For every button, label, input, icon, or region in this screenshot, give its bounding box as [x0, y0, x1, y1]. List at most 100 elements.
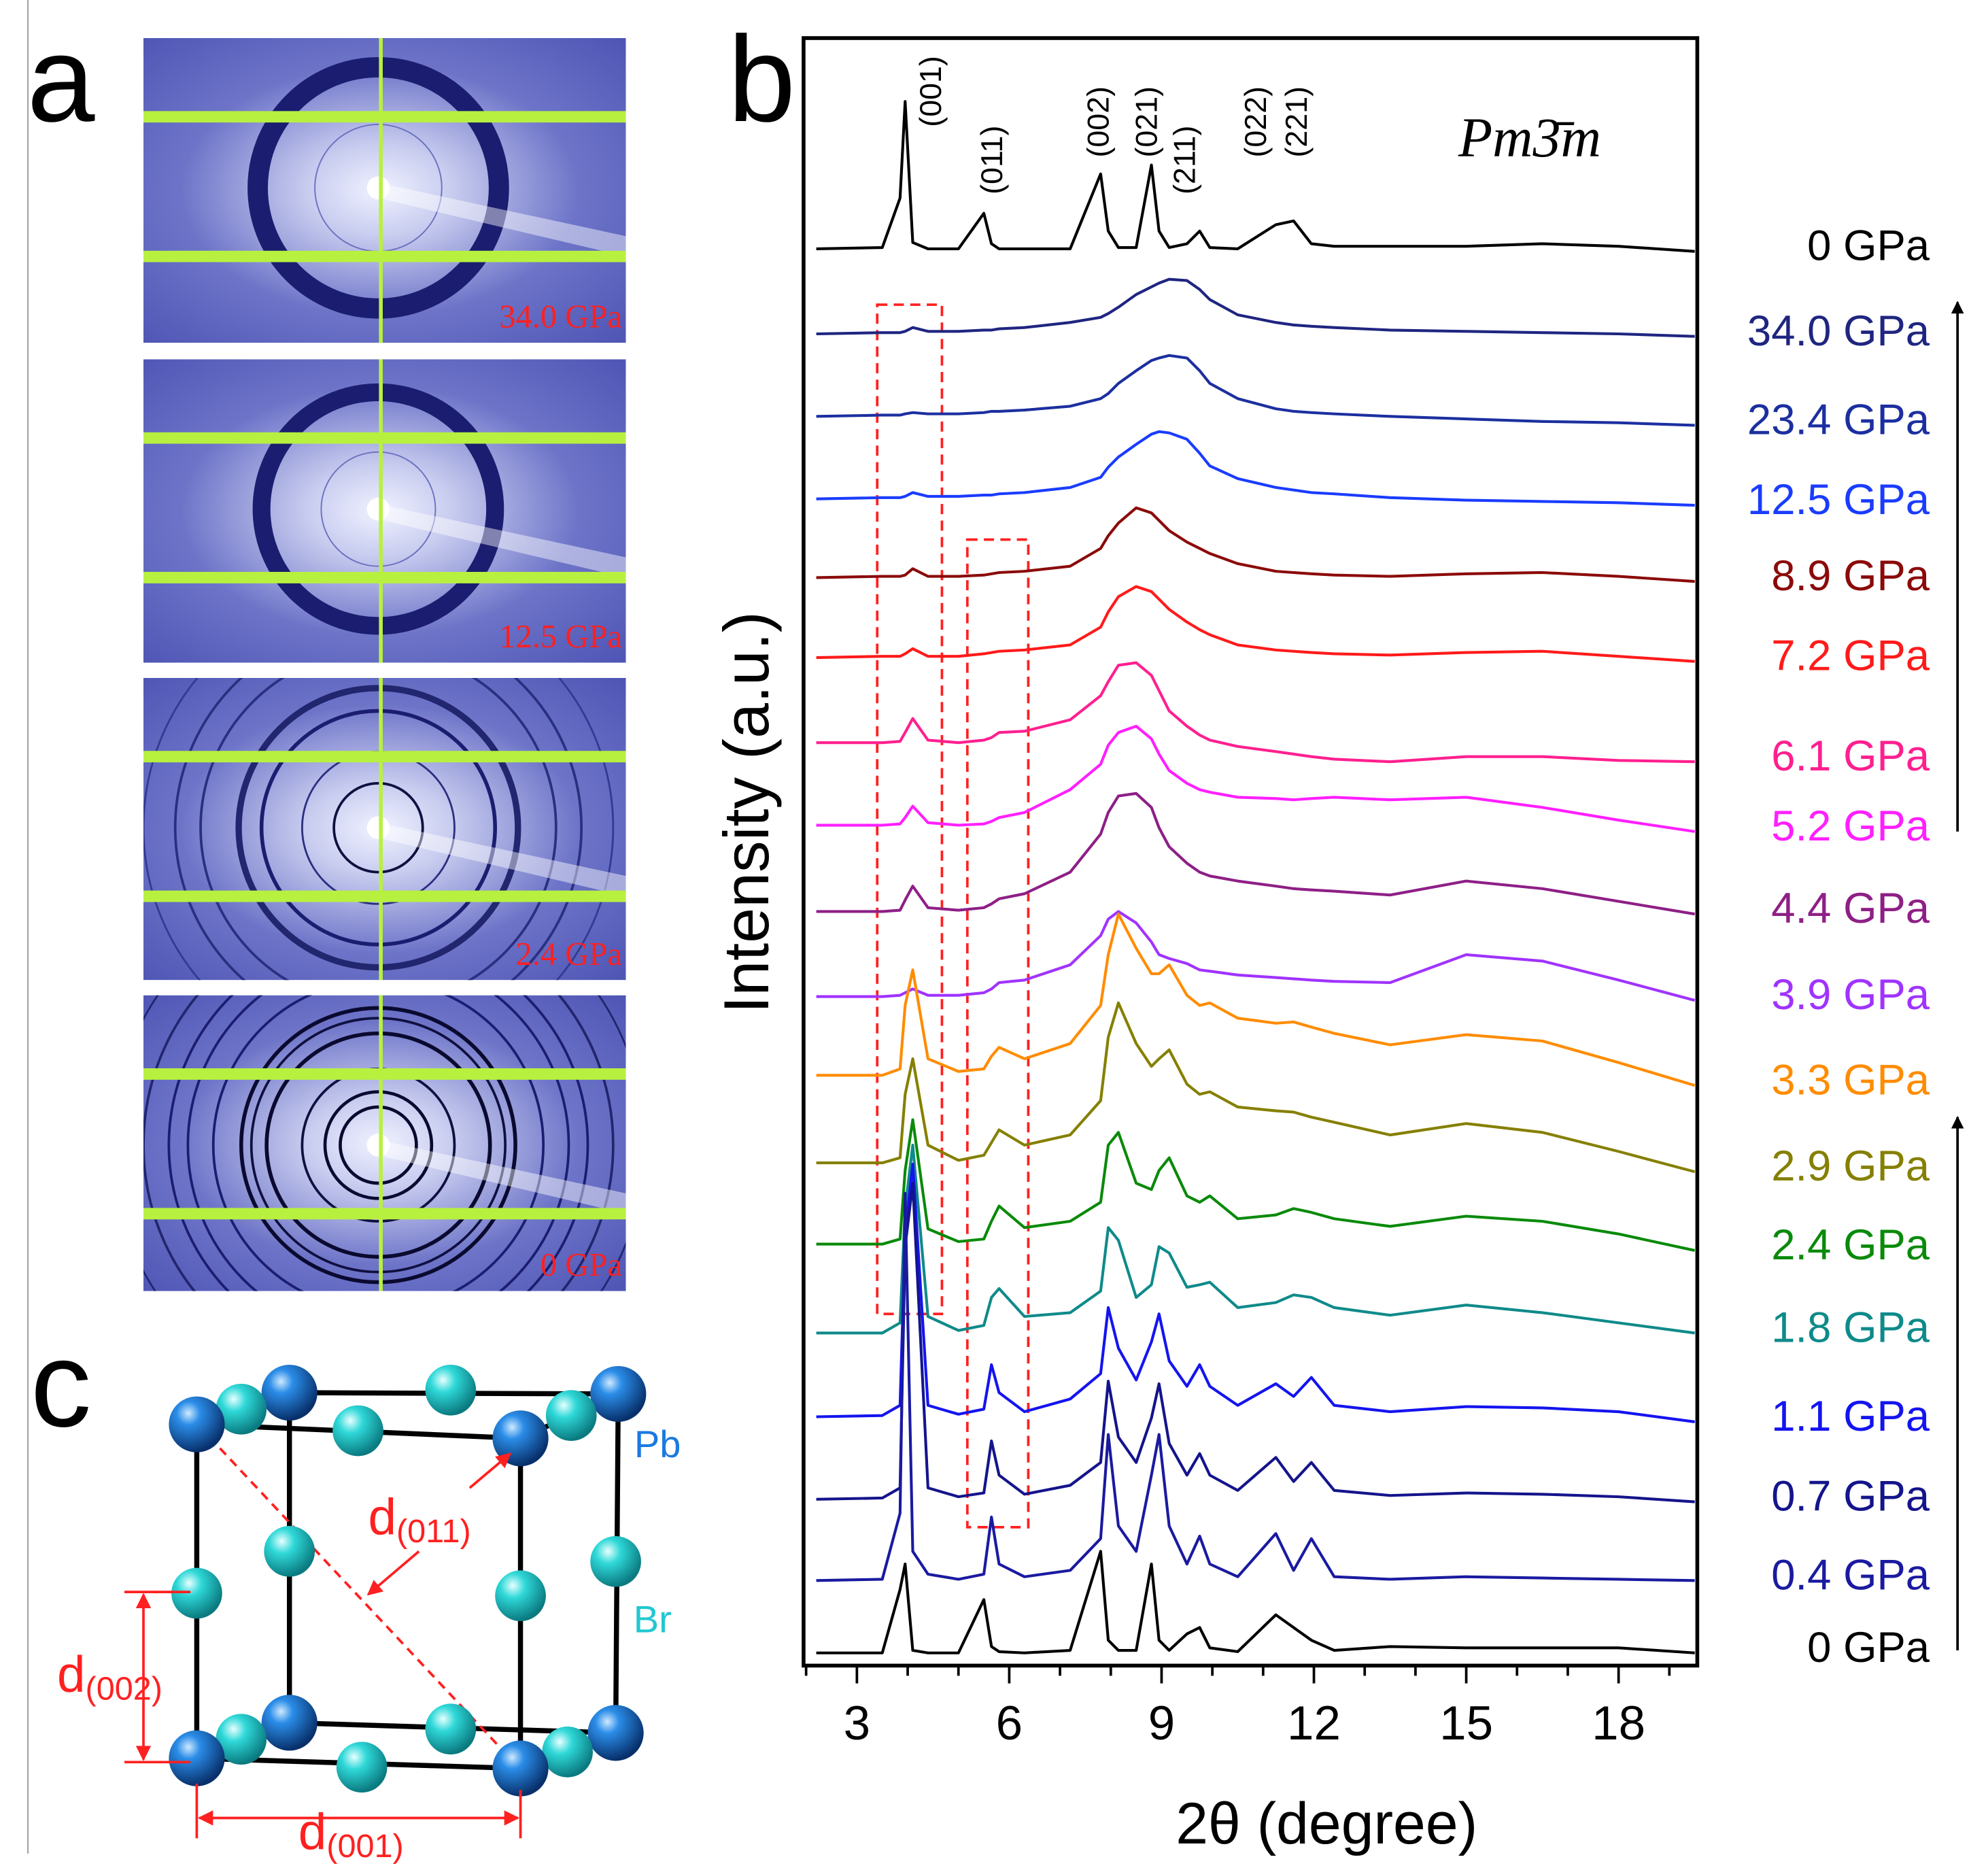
panel-b: b 3 6 9 12 15 18 2θ (degree) Intensity (a.u.) Pm3…: [710, 11, 1964, 1856]
pb-atom: [261, 1364, 318, 1421]
series-line: [816, 1143, 1695, 1335]
br-atom: [425, 1364, 477, 1416]
distance-index: (011): [396, 1513, 471, 1550]
diffraction-ring: [143, 995, 615, 1291]
series-label: 3.3 GPa: [1771, 1056, 1930, 1104]
br-atom: [590, 1535, 641, 1587]
br-atom: [332, 1405, 383, 1457]
diffraction-image: [143, 995, 626, 1291]
x-tick-label: 12: [1287, 1697, 1341, 1750]
series-line: [816, 910, 1696, 1002]
pb-atom: [169, 1396, 225, 1452]
peak-label: (221): [1280, 86, 1314, 158]
series-line: [816, 1181, 1695, 1503]
peak-label: (002): [1082, 86, 1116, 158]
br-atom: [545, 1390, 597, 1441]
series-line: [816, 1550, 1695, 1654]
peak-label: (011): [975, 126, 1009, 194]
x-tick-label: 15: [1439, 1697, 1493, 1750]
series-line: [816, 1191, 1695, 1582]
br-atom: [495, 1570, 546, 1622]
series-line: [816, 724, 1695, 833]
series-line: [816, 913, 1696, 1087]
diffraction-ring: [332, 782, 424, 874]
diffraction-ring: [143, 677, 615, 981]
series-line: [816, 1001, 1696, 1174]
series-label: 2.9 GPa: [1771, 1142, 1930, 1190]
distance-label: d(011): [368, 1488, 470, 1550]
chart-title: Pm3̄m: [1458, 107, 1601, 169]
distance-symbol: d: [298, 1803, 327, 1860]
series-label: 2.4 GPa: [1771, 1221, 1930, 1269]
series-label: 12.5 GPa: [1747, 476, 1930, 524]
y-axis-title: Intensity (a.u.): [710, 611, 782, 1013]
series-line: [816, 1162, 1695, 1424]
diffraction-ring: [173, 677, 583, 981]
distance-index: (002): [86, 1671, 162, 1707]
beam-stop: [378, 1140, 626, 1214]
dimension-arrow: [468, 1452, 512, 1489]
series-label: 5.2 GPa: [1771, 802, 1930, 850]
pb-atom: [492, 1740, 549, 1797]
diffraction-ring: [323, 1090, 434, 1200]
series-label: 3.9 GPa: [1771, 971, 1930, 1019]
series-label: 23.4 GPa: [1747, 396, 1930, 443]
highlight-box: [965, 538, 1030, 1529]
beam-stop: [378, 504, 626, 578]
peak-label: (022): [1239, 86, 1273, 158]
series-label: 0 GPa: [1807, 1624, 1930, 1671]
series-line: [816, 792, 1696, 916]
beam-center: [366, 1134, 390, 1157]
peak-label: (001): [914, 56, 948, 127]
highlight-box: [876, 303, 944, 1316]
distance-label: d(001): [298, 1803, 404, 1865]
peak-label: (211): [1168, 126, 1202, 194]
distance-label: d(002): [57, 1646, 162, 1707]
diffraction-ring: [247, 57, 509, 319]
distance-symbol: d: [57, 1646, 86, 1703]
pressure-label: 34.0 GPa: [499, 299, 622, 335]
series-label: 1.8 GPa: [1771, 1304, 1930, 1351]
series-line: [816, 430, 1695, 507]
beam-center: [366, 176, 390, 200]
br-atom: [542, 1727, 593, 1778]
series-line: [816, 585, 1695, 663]
panel-letter: a: [27, 11, 95, 147]
beam-center: [366, 816, 390, 840]
panel-letter: b: [727, 11, 795, 147]
diffraction-ring: [320, 451, 436, 567]
series-label: 1.1 GPa: [1771, 1393, 1930, 1440]
diffraction-ring: [186, 995, 570, 1291]
series-line: [816, 100, 1695, 253]
series-label: 34.0 GPa: [1747, 307, 1930, 355]
pb-atom: [590, 1365, 647, 1422]
series-label: 7.2 GPa: [1771, 632, 1930, 680]
br-atom: [216, 1383, 267, 1435]
diffraction-ring: [259, 709, 497, 947]
distance-index: (001): [326, 1828, 403, 1865]
diffraction-image: [143, 677, 626, 981]
br-atom: [336, 1741, 388, 1793]
series-line: [816, 661, 1695, 764]
panel-letter: c: [31, 1316, 92, 1452]
pb-atom: [492, 1410, 549, 1467]
diffraction-ring: [239, 1006, 517, 1285]
x-tick-label: 6: [996, 1697, 1023, 1750]
dimension-arrow: [366, 1550, 420, 1596]
diffraction-ring: [199, 677, 558, 981]
panel-a: a 34.0 GPa 12.5 GPa 2.4 GPa 0 GPa: [27, 11, 626, 1291]
series-label: 8.9 GPa: [1771, 552, 1930, 600]
atom-label: Pb: [634, 1423, 681, 1465]
pb-atom: [587, 1705, 644, 1761]
atom-label: Br: [634, 1598, 672, 1641]
pb-atom: [169, 1730, 225, 1786]
pb-atom: [261, 1695, 318, 1751]
distance-symbol: d: [368, 1488, 396, 1545]
x-tick-label: 3: [844, 1697, 870, 1750]
diffraction-image: [143, 38, 626, 343]
plot-frame: [802, 36, 1700, 1668]
diffraction-ring: [250, 1017, 507, 1274]
diffraction-image: [143, 359, 626, 663]
